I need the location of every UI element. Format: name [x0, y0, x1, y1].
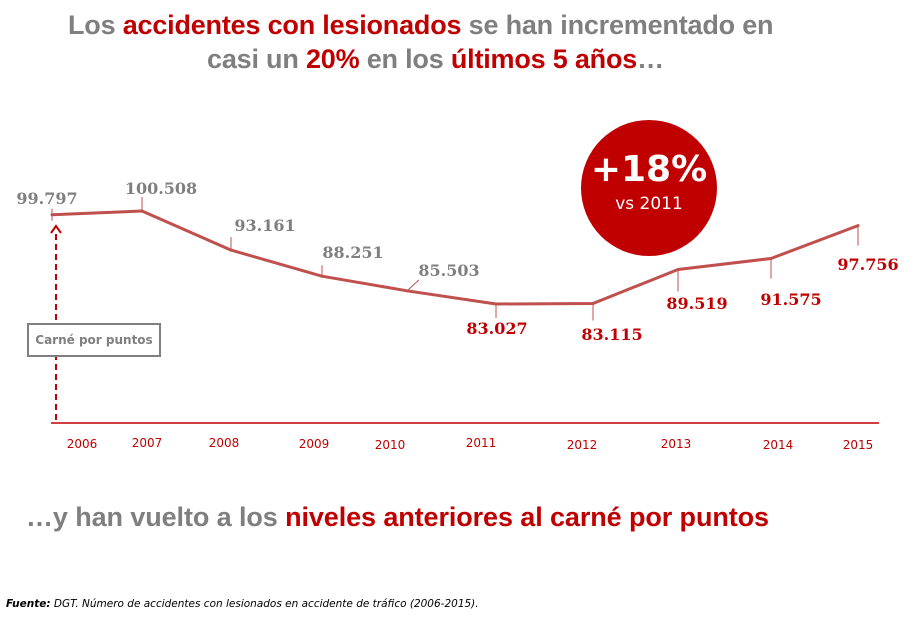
x-tick-label: 2010 — [375, 438, 406, 452]
data-label: 83.027 — [466, 319, 527, 338]
x-tick-label: 2008 — [209, 436, 240, 450]
subtitle-text: …y han vuelto a los — [26, 502, 286, 532]
data-label: 99.797 — [16, 189, 77, 208]
x-tick-label: 2015 — [843, 438, 874, 452]
headline-text: en los — [359, 44, 451, 74]
growth-badge-value: +18% — [590, 149, 708, 190]
headline-highlight: 20% — [305, 44, 360, 74]
x-tick-label: 2006 — [67, 437, 98, 451]
series-line — [51, 209, 859, 306]
growth-badge: +18% vs 2011 — [581, 120, 717, 256]
x-tick-label: 2011 — [466, 436, 497, 450]
x-tick-label: 2012 — [567, 438, 598, 452]
data-label: 91.575 — [760, 290, 821, 309]
subtitle: …y han vuelto a los niveles anteriores a… — [26, 500, 769, 534]
carne-por-puntos-annotation: Carné por puntos — [27, 323, 161, 357]
data-label: 89.519 — [666, 294, 727, 313]
source-text: DGT. Número de accidentes con lesionados… — [50, 598, 479, 610]
data-label: 83.115 — [581, 325, 642, 344]
data-label: 85.503 — [418, 261, 479, 280]
source-label: Fuente: — [6, 598, 51, 610]
headline-text: … — [637, 44, 664, 74]
headline-line-2: casi un 20% en los últimos 5 años… — [207, 42, 664, 76]
subtitle-highlight: niveles anteriores al carné por puntos — [285, 502, 769, 532]
headline-text: se han incrementado en — [461, 10, 774, 40]
headline-highlight: accidentes con lesionados — [122, 10, 462, 40]
x-tick-label: 2013 — [661, 437, 692, 451]
data-label: 93.161 — [234, 216, 295, 235]
x-tick-label: 2007 — [132, 436, 163, 450]
data-label: 100.508 — [125, 179, 197, 198]
x-tick-label: 2009 — [299, 437, 330, 451]
headline-highlight: últimos 5 años — [450, 44, 638, 74]
data-label: 97.756 — [837, 255, 898, 274]
headline-line-1: Los accidentes con lesionados se han inc… — [68, 8, 774, 42]
data-label-leader — [406, 279, 420, 292]
source-note: Fuente: DGT. Número de accidentes con le… — [6, 598, 479, 610]
x-tick-label: 2014 — [763, 438, 794, 452]
headline-text: Los — [68, 10, 123, 40]
data-label: 88.251 — [322, 243, 383, 262]
carne-marker-arrowhead-icon — [50, 224, 62, 234]
headline-text: casi un — [207, 44, 306, 74]
growth-badge-caption: vs 2011 — [615, 194, 683, 214]
